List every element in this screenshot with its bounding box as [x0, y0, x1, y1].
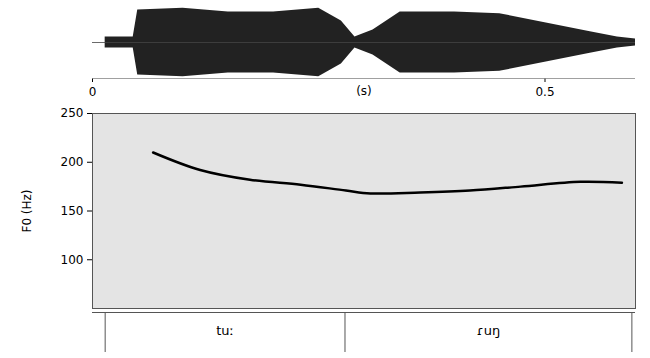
svg-text:0.5: 0.5: [535, 85, 554, 99]
svg-text:250: 250: [61, 106, 84, 120]
svg-text:0: 0: [89, 85, 97, 99]
svg-text:150: 150: [61, 204, 84, 218]
svg-text:tuː: tuː: [216, 323, 234, 338]
svg-text:(s): (s): [356, 84, 372, 98]
svg-text:ɾuŋ: ɾuŋ: [477, 323, 500, 338]
svg-text:F0 (Hz): F0 (Hz): [20, 189, 34, 232]
svg-text:100: 100: [61, 253, 84, 267]
svg-text:200: 200: [61, 155, 84, 169]
